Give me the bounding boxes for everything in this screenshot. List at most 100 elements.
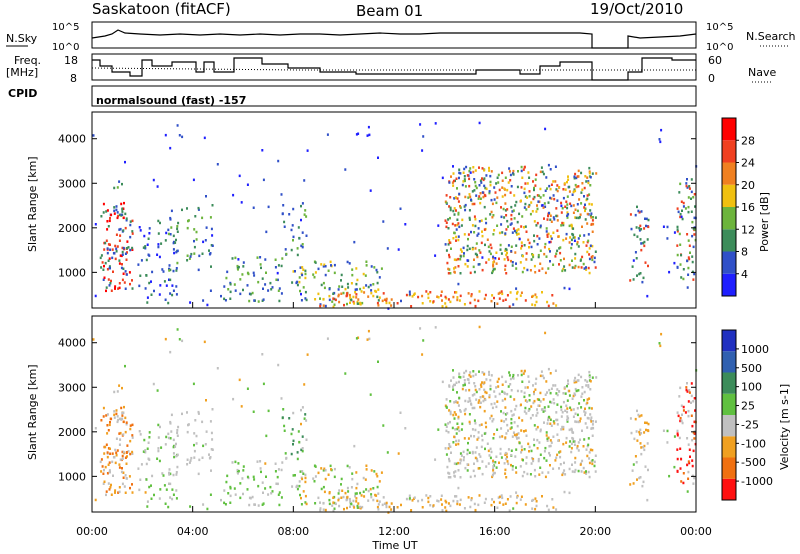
velocity-cell-478 <box>425 494 428 497</box>
velocity-cell-957 <box>455 432 458 435</box>
power-cell-66 <box>107 259 110 262</box>
power-cell-1307 <box>676 266 679 269</box>
power-cbar-ticklabel-3: 16 <box>741 201 755 214</box>
power-cell-588 <box>509 179 512 182</box>
velocity-cell-1240 <box>637 413 640 417</box>
power-cell-925 <box>585 268 588 271</box>
power-cell-1296 <box>692 278 695 281</box>
power-cell-419 <box>302 286 305 289</box>
velocity-cell-798 <box>534 382 537 385</box>
velocity-cell-110 <box>131 483 133 486</box>
power-cbar-swatch-0 <box>722 273 736 296</box>
velocity-cell-1392 <box>209 493 212 496</box>
power-cell-1365 <box>386 247 389 250</box>
power-cell-882 <box>505 214 508 217</box>
power-cell-437 <box>356 302 359 305</box>
velocity-cell-1139 <box>570 427 573 431</box>
power-cell-667 <box>504 209 507 212</box>
power-cell-809 <box>459 258 462 261</box>
velocity-cell-572 <box>536 398 539 401</box>
velocity-cell-947 <box>566 415 569 418</box>
velocity-cell-506 <box>355 500 358 503</box>
power-cell-1355 <box>216 163 219 166</box>
power-cell-45 <box>107 225 110 228</box>
power-cell-205 <box>197 208 200 211</box>
power-cell-417 <box>328 287 331 291</box>
power-cell-999 <box>496 196 499 199</box>
velocity-cell-1381 <box>239 496 242 500</box>
power-cell-1359 <box>367 125 370 129</box>
velocity-cell-1286 <box>679 467 682 470</box>
velocity-cell-1163 <box>447 476 450 479</box>
velocity-cell-1075 <box>471 451 474 455</box>
velocity-cell-1260 <box>677 414 680 418</box>
power-cell-144 <box>150 293 153 296</box>
velocity-cell-883 <box>579 463 582 466</box>
power-cell-1132 <box>523 244 526 247</box>
power-cell-613 <box>573 236 576 239</box>
velocity-cell-1135 <box>547 405 550 408</box>
power-cell-1324 <box>404 223 407 226</box>
power-cell-103 <box>115 250 118 253</box>
velocity-cell-677 <box>448 409 451 412</box>
velocity-cell-419 <box>302 490 305 493</box>
velocity-cell-247 <box>260 470 262 474</box>
power-cell-507 <box>405 293 408 297</box>
power-cell-954 <box>556 249 559 253</box>
power-cell-99 <box>129 282 131 286</box>
velocity-cell-1037 <box>546 437 549 441</box>
velocity-cell-225 <box>211 408 214 411</box>
power-cell-1338 <box>265 230 268 234</box>
power-cell-886 <box>486 238 489 241</box>
velocity-cell-1389 <box>563 490 566 494</box>
power-cell-479 <box>388 301 391 305</box>
power-cell-713 <box>539 196 542 199</box>
velocity-cell-1291 <box>682 472 685 475</box>
velocity-cell-1074 <box>525 412 528 415</box>
velocity-cell-660 <box>582 466 585 470</box>
velocity-cell-1277 <box>687 400 690 403</box>
velocity-cell-880 <box>492 459 495 463</box>
power-cell-718 <box>449 216 451 220</box>
power-cell-1139 <box>570 223 573 227</box>
power-cell-1036 <box>526 196 529 199</box>
velocity-cell-467 <box>551 498 554 501</box>
power-cell-602 <box>524 182 527 185</box>
velocity-cell-587 <box>550 441 553 444</box>
velocity-cell-1369 <box>408 497 411 500</box>
power-cell-570 <box>511 231 514 234</box>
power-cell-1227 <box>645 224 647 228</box>
velocity-cell-750 <box>515 448 518 451</box>
velocity-cell-135 <box>169 496 172 499</box>
velocity-cell-219 <box>172 438 175 442</box>
power-cell-249 <box>231 257 234 260</box>
power-cell-866 <box>535 224 538 227</box>
velocity-cell-1057 <box>591 459 594 462</box>
velocity-cell-738 <box>489 456 492 460</box>
velocity-cell-263 <box>223 489 226 492</box>
velocity-cell-272 <box>229 501 232 504</box>
power-cell-873 <box>478 166 480 169</box>
power-cell-741 <box>527 171 530 174</box>
power-cell-204 <box>174 241 177 244</box>
velocity-cell-547 <box>345 498 348 502</box>
velocity-cell-1099 <box>504 451 507 455</box>
velocity-cell-1164 <box>573 470 576 474</box>
power-cell-70 <box>126 251 128 254</box>
power-cell-0 <box>121 263 123 266</box>
nsky-panel-frame <box>91 21 697 49</box>
velocity-cell-1420 <box>353 444 356 448</box>
power-cell-56 <box>123 201 125 205</box>
power-cell-933 <box>473 215 476 218</box>
power-cell-947 <box>566 211 569 214</box>
power-cell-897 <box>455 239 457 242</box>
power-cell-1339 <box>169 146 172 150</box>
velocity-cell-1125 <box>546 422 549 425</box>
power-cell-1115 <box>567 213 570 216</box>
velocity-cell-1149 <box>586 454 589 458</box>
power-cell-1349 <box>92 134 95 137</box>
velocity-cbar-frame <box>721 329 737 501</box>
velocity-cell-126 <box>113 413 116 417</box>
velocity-cell-460 <box>470 497 473 500</box>
velocity-cell-57 <box>121 414 124 417</box>
